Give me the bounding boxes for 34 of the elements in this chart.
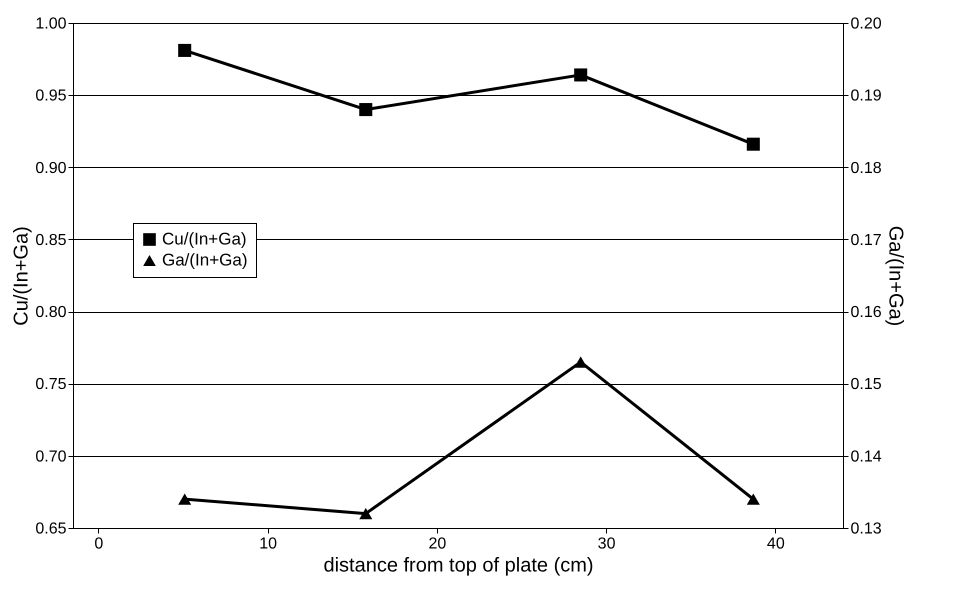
x-tick-label: 10: [259, 536, 278, 552]
point: [746, 138, 760, 151]
point: [178, 493, 192, 505]
x-tick-label: 30: [598, 536, 616, 552]
y-tick-label: 0.95: [35, 88, 67, 105]
y-tick-label: 0.70: [35, 448, 67, 466]
y2-tick-label: 0.15: [850, 376, 882, 394]
point: [178, 44, 192, 57]
y-tick-label: 0.80: [35, 304, 67, 322]
y2-tick-label: 0.18: [850, 160, 882, 177]
point: [574, 356, 588, 368]
y-tick-label: 0.85: [35, 232, 67, 249]
x-tick-label: 40: [766, 536, 785, 552]
x-tick-label: 20: [428, 536, 446, 552]
y-tick-label: 0.65: [35, 520, 67, 538]
y2-tick-label: 0.14: [850, 448, 882, 466]
legend-label: Ga/(In+Ga): [162, 250, 248, 270]
x-tick-label: 0: [94, 536, 104, 552]
x-axis-title: distance from top of plate (cm): [323, 554, 594, 576]
y2-tick-label: 0.16: [850, 304, 882, 322]
point: [746, 493, 760, 505]
legend-label: Cu/(In+Ga): [162, 230, 247, 248]
point: [359, 508, 372, 520]
y-axis-title: Cu/(In+Ga): [10, 226, 32, 326]
y2-tick-label: 0.13: [850, 520, 882, 538]
point: [574, 68, 588, 82]
y2-tick-label: 0.19: [850, 88, 882, 105]
y-tick-label: 0.90: [35, 160, 67, 177]
y-tick-label: 0.75: [35, 376, 67, 394]
y2-tick-label: 0.17: [850, 232, 882, 249]
y2-axis-title: Ga/(In+Ga): [884, 226, 907, 326]
y-tick-label: 1.00: [35, 16, 67, 32]
y2-tick-label: 0.20: [850, 16, 882, 32]
point: [359, 103, 372, 116]
